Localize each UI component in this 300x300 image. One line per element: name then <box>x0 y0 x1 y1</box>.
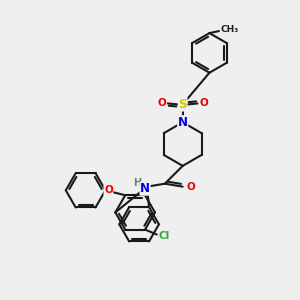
Text: Cl: Cl <box>158 230 169 241</box>
Text: O: O <box>186 182 195 192</box>
Text: H: H <box>133 178 141 188</box>
Text: N: N <box>178 116 188 129</box>
Text: S: S <box>178 98 187 111</box>
Text: O: O <box>158 98 166 108</box>
Text: N: N <box>140 182 150 195</box>
Text: O: O <box>199 98 208 108</box>
Text: CH₃: CH₃ <box>220 25 238 34</box>
Text: O: O <box>104 185 113 195</box>
